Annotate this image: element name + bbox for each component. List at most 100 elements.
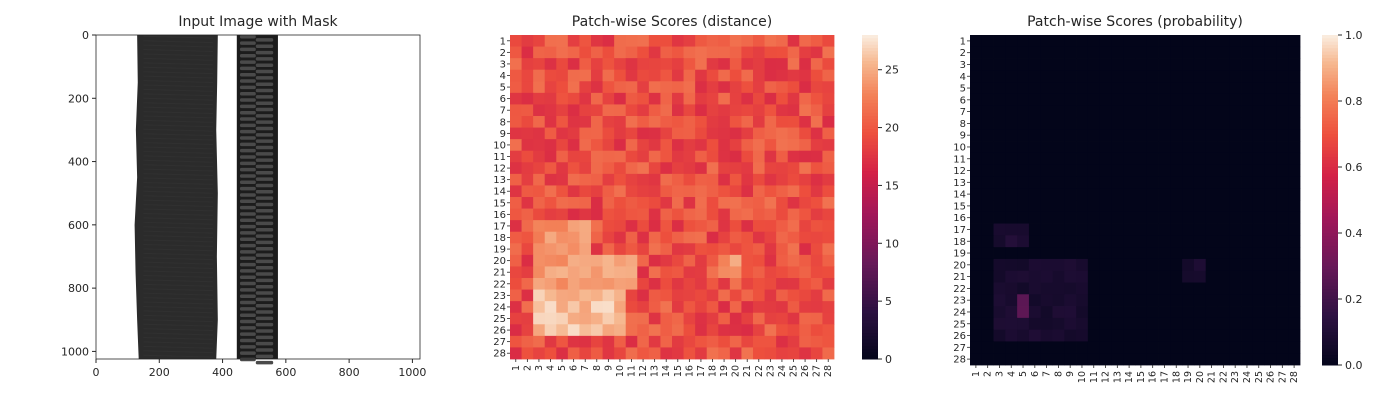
probability-heatmap-cell [1288, 329, 1301, 342]
distance-heatmap-cell [822, 278, 835, 290]
distance-heatmap-cell [776, 92, 789, 105]
probability-heatmap-cell [1276, 200, 1289, 213]
distance-heatmap-cell [544, 301, 557, 314]
probability-heatmap-cell [1005, 82, 1018, 95]
distance-heatmap-cell [718, 58, 731, 71]
distance-heatmap-cell [510, 289, 522, 302]
probability-heatmap-cell [1205, 58, 1218, 71]
zipper-tooth-left [239, 243, 256, 248]
distance-heatmap-cell [602, 185, 615, 198]
colorbar-gradient-step [862, 99, 878, 104]
y-tick-label: 2 [960, 48, 966, 59]
probability-heatmap-cell [1064, 164, 1077, 177]
probability-heatmap-cell [1040, 270, 1053, 283]
probability-heatmap-cell [1123, 176, 1136, 189]
distance-heatmap-cell [544, 312, 557, 325]
probability-heatmap-cell [1193, 317, 1207, 331]
distance-heatmap-cell [567, 185, 580, 198]
distance-heatmap-cell [648, 104, 661, 117]
colorbar-gradient-step [1322, 167, 1338, 171]
distance-heatmap-cell [579, 162, 592, 175]
fabric-weave-line [143, 155, 214, 159]
probability-heatmap-cell [1241, 105, 1254, 118]
distance-heatmap-cell [660, 197, 673, 209]
distance-heatmap-cell [776, 266, 789, 279]
zipper-tooth-left [239, 186, 256, 191]
fabric-weave-line [143, 279, 214, 283]
probability-heatmap-cell [1028, 294, 1042, 307]
distance-heatmap-cell [741, 92, 754, 105]
distance-heatmap-cell [544, 92, 557, 105]
distance-heatmap-cell [602, 243, 615, 256]
distance-heatmap-cell [822, 324, 835, 337]
colorbar-gradient-step [1322, 285, 1338, 290]
distance-heatmap-cell [695, 289, 708, 302]
colorbar-gradient-step [862, 103, 878, 107]
distance-heatmap-cell [602, 335, 615, 348]
probability-heatmap-cell [1276, 258, 1289, 272]
probability-heatmap-cell [1135, 211, 1148, 224]
distance-heatmap-cell [614, 266, 627, 279]
fabric-weave-line [143, 195, 214, 199]
probability-heatmap-cell [1064, 341, 1077, 354]
distance-heatmap-cell [614, 150, 627, 163]
distance-heatmap-cell [510, 208, 522, 221]
zipper-tooth-left [239, 231, 256, 235]
fabric-weave-line [143, 150, 214, 154]
probability-heatmap-cell [1252, 82, 1266, 95]
distance-heatmap-cell [648, 185, 661, 198]
probability-heatmap-cell [981, 270, 994, 283]
distance-heatmap-cell [625, 254, 638, 267]
distance-heatmap-cell [637, 150, 650, 163]
probability-heatmap-cell [1146, 329, 1159, 342]
distance-heatmap-cell [706, 335, 719, 348]
probability-heatmap-cell [1017, 329, 1030, 342]
distance-heatmap-cell [521, 58, 534, 71]
probability-heatmap-cell [1052, 129, 1065, 142]
distance-heatmap-cell [544, 46, 557, 59]
x-tick-label: 25 [789, 365, 800, 377]
colorbar-gradient-step [1322, 322, 1338, 326]
distance-heatmap-cell [764, 92, 777, 105]
fabric-weave-line [143, 62, 214, 66]
distance-heatmap-cell [579, 139, 592, 152]
colorbar-gradient-step [862, 290, 878, 295]
distance-heatmap-cell [776, 243, 789, 256]
probability-heatmap-cell [1170, 306, 1183, 319]
distance-heatmap-cell [556, 162, 569, 175]
distance-heatmap-cell [764, 278, 777, 290]
colorbar-gradient-step [1322, 219, 1338, 224]
x-tick-label: 20 [731, 365, 742, 377]
distance-heatmap-cell [672, 58, 684, 71]
probability-heatmap-cell [1111, 35, 1124, 48]
probability-heatmap-cell [1229, 35, 1242, 48]
probability-heatmap-cell [1099, 235, 1112, 248]
probability-heatmap-cell [1170, 353, 1183, 366]
distance-heatmap-cell [741, 254, 754, 267]
colorbar-gradient-step [862, 329, 878, 334]
x-tick-label: 24 [777, 365, 788, 377]
colorbar-gradient-step [1322, 58, 1338, 62]
probability-heatmap-cell [993, 294, 1006, 307]
probability-heatmap-cell [1064, 200, 1077, 213]
probability-heatmap-cell [1017, 58, 1030, 71]
probability-heatmap-cell [1241, 176, 1254, 189]
distance-heatmap-cell [764, 324, 777, 337]
distance-heatmap-cell [602, 173, 615, 186]
colorbar-gradient-step [1322, 335, 1338, 340]
distance-heatmap-cell [591, 92, 603, 105]
zipper-tooth-left [239, 180, 256, 185]
colorbar-gradient-step [1322, 94, 1338, 99]
probability-heatmap-cell [1229, 105, 1242, 118]
colorbar-gradient-step [862, 242, 878, 247]
probability-heatmap-cell [1111, 152, 1124, 166]
distance-heatmap-cell [706, 231, 719, 244]
probability-heatmap-cell [993, 235, 1006, 248]
distance-heatmap-cell [706, 104, 719, 117]
distance-heatmap-cell [706, 139, 719, 152]
distance-heatmap-cell [521, 104, 534, 117]
distance-heatmap-cell [764, 289, 777, 302]
distance-heatmap-cell [776, 69, 789, 82]
probability-heatmap-cell [1276, 93, 1289, 107]
probability-heatmap-cell [1017, 223, 1030, 236]
